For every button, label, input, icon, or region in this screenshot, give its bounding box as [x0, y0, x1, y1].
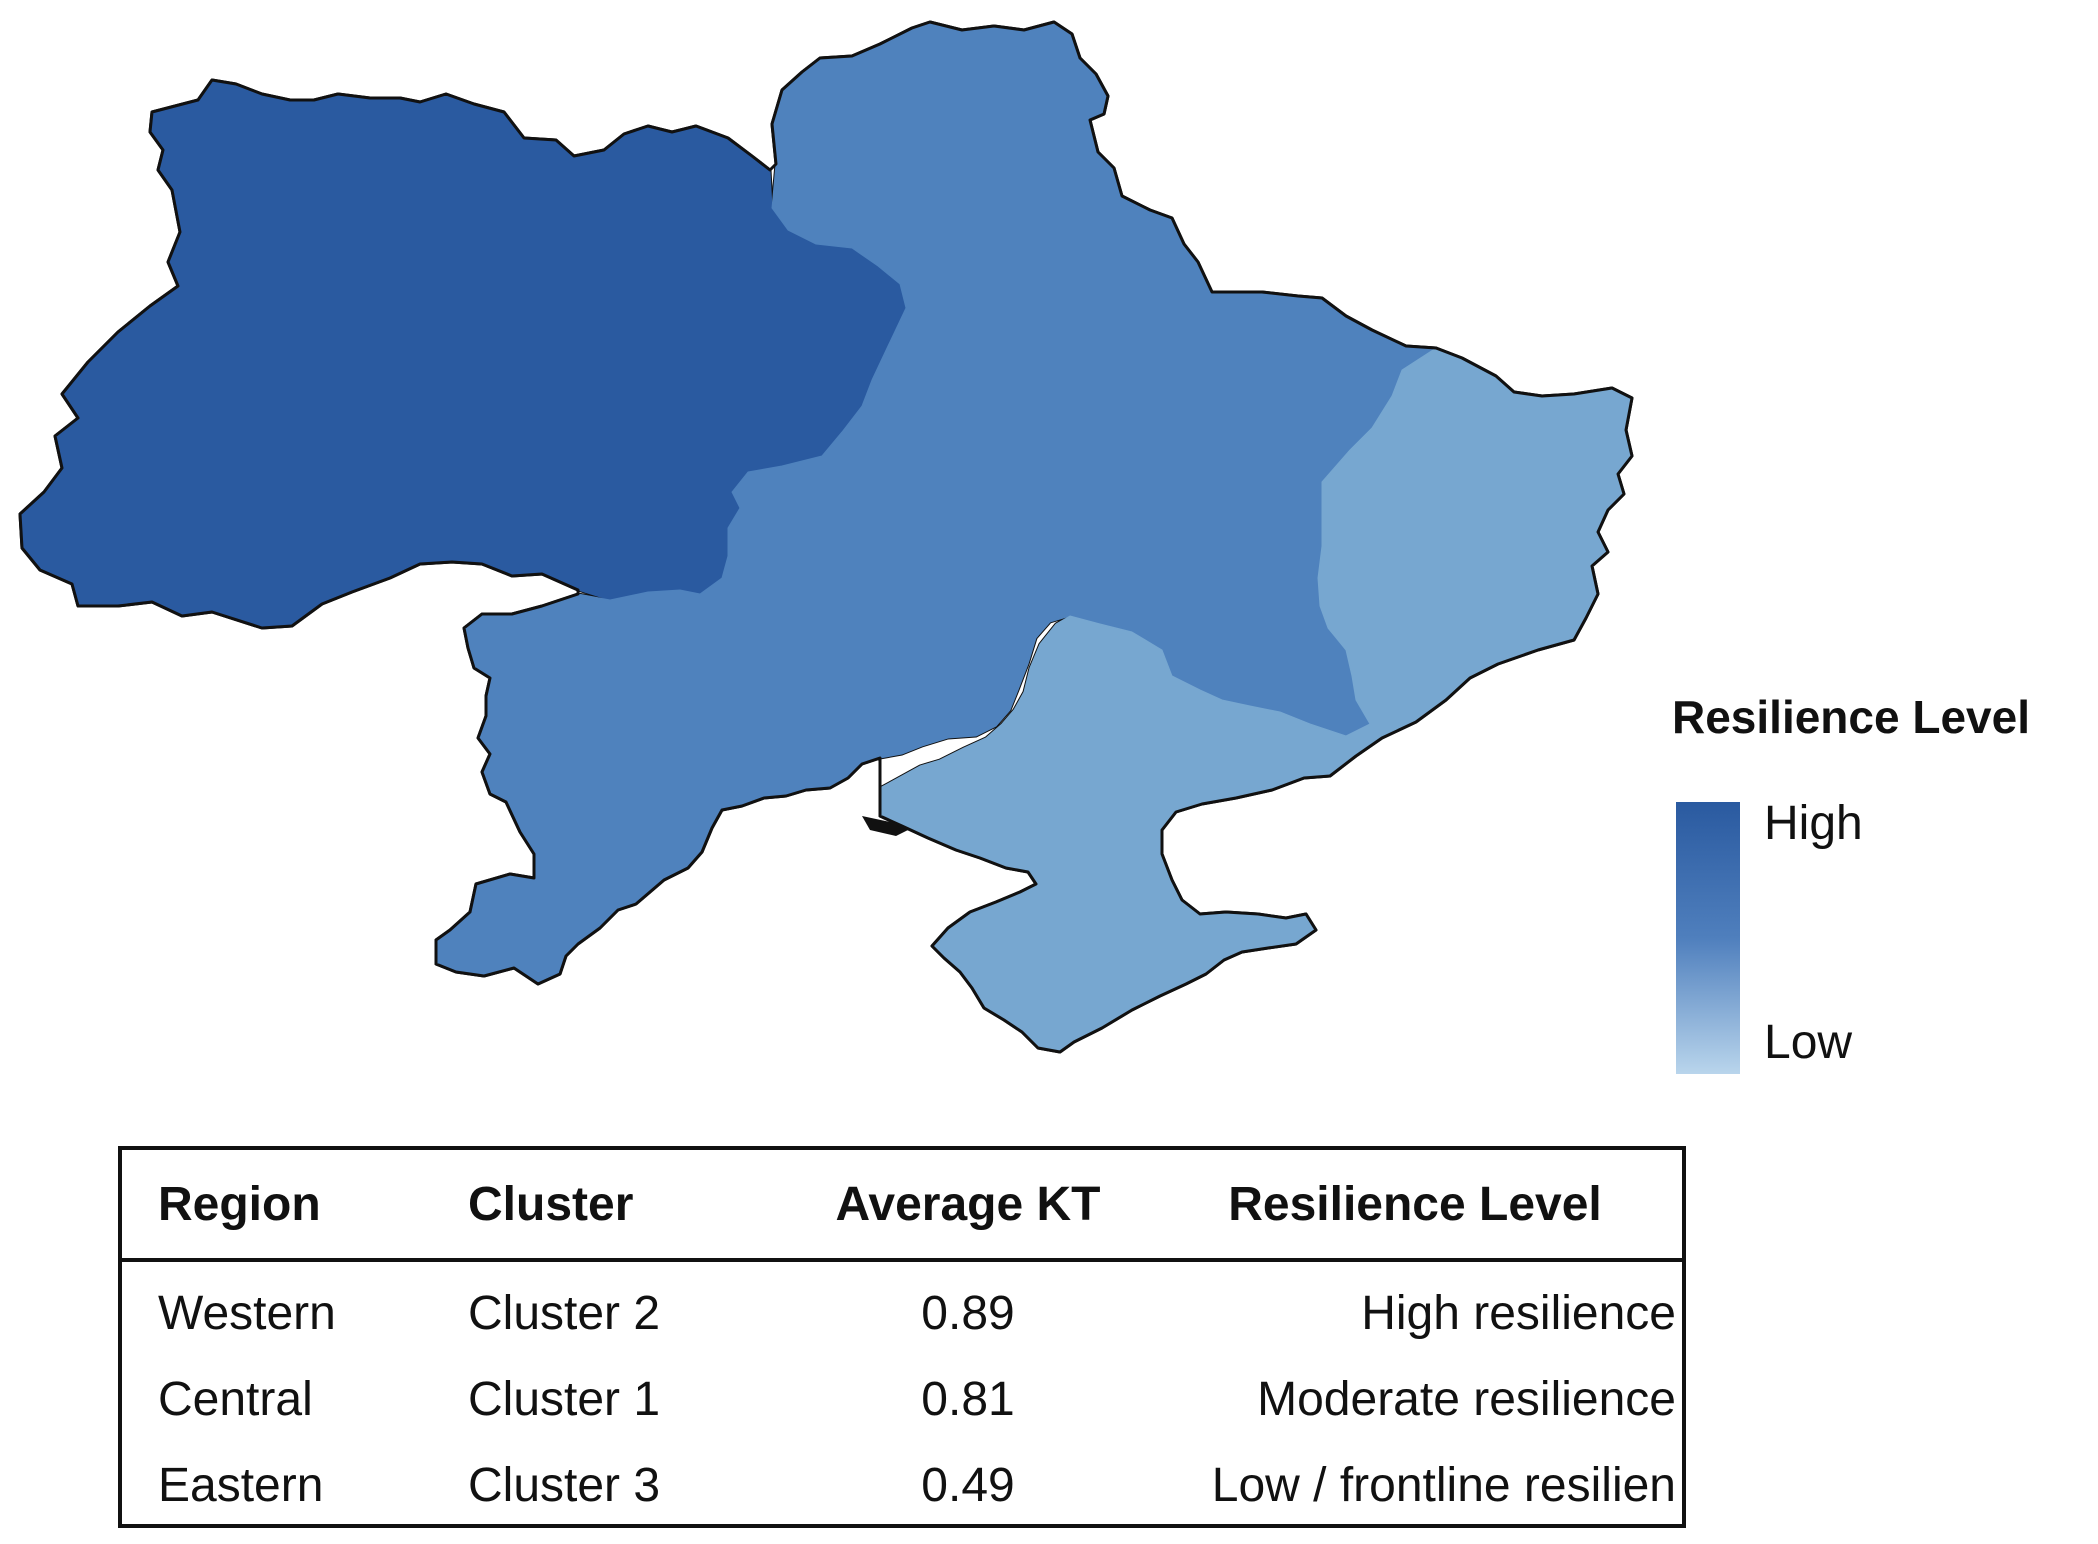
map-coast-detail [862, 816, 908, 836]
table-row: Western Cluster 2 0.89 High resilience [122, 1260, 1682, 1356]
cell-region: Eastern [158, 1458, 324, 1512]
legend-color-bar [1676, 802, 1740, 1074]
cell-cluster: Cluster 3 [468, 1458, 661, 1512]
legend-low-label: Low [1764, 1016, 1853, 1069]
table-row: Eastern Cluster 3 0.49 Low / frontline r… [122, 1442, 1682, 1524]
cell-resilience: Moderate resilience [1257, 1372, 1676, 1426]
cell-region: Western [158, 1286, 336, 1340]
resilience-table: Region Cluster Average KT Resilience Lev… [118, 1146, 1686, 1528]
map-country-outline [18, 20, 1634, 1054]
legend-title: Resilience Level [1672, 691, 2030, 743]
cell-resilience: High resilience [1361, 1286, 1676, 1340]
cell-region: Central [158, 1372, 313, 1426]
cell-cluster: Cluster 2 [468, 1286, 661, 1340]
table-header-row: Region Cluster Average KT Resilience Lev… [122, 1150, 1682, 1262]
cell-average-kt: 0.81 [921, 1372, 1015, 1426]
header-average-kt: Average KT [788, 1150, 1148, 1262]
header-region: Region [122, 1150, 458, 1262]
table-row: Central Cluster 1 0.81 Moderate resilien… [122, 1356, 1682, 1442]
legend-high-label: High [1764, 797, 1863, 850]
cell-cluster: Cluster 1 [468, 1372, 661, 1426]
ukraine-map [18, 20, 1634, 1054]
cell-average-kt: 0.49 [921, 1458, 1015, 1512]
cell-average-kt: 0.89 [921, 1286, 1015, 1340]
header-resilience-level: Resilience Level [1148, 1150, 1682, 1262]
header-cluster: Cluster [458, 1150, 788, 1262]
legend: Resilience Level High Low [1672, 690, 2092, 1090]
cell-resilience: Low / frontline resilien [1211, 1458, 1676, 1512]
